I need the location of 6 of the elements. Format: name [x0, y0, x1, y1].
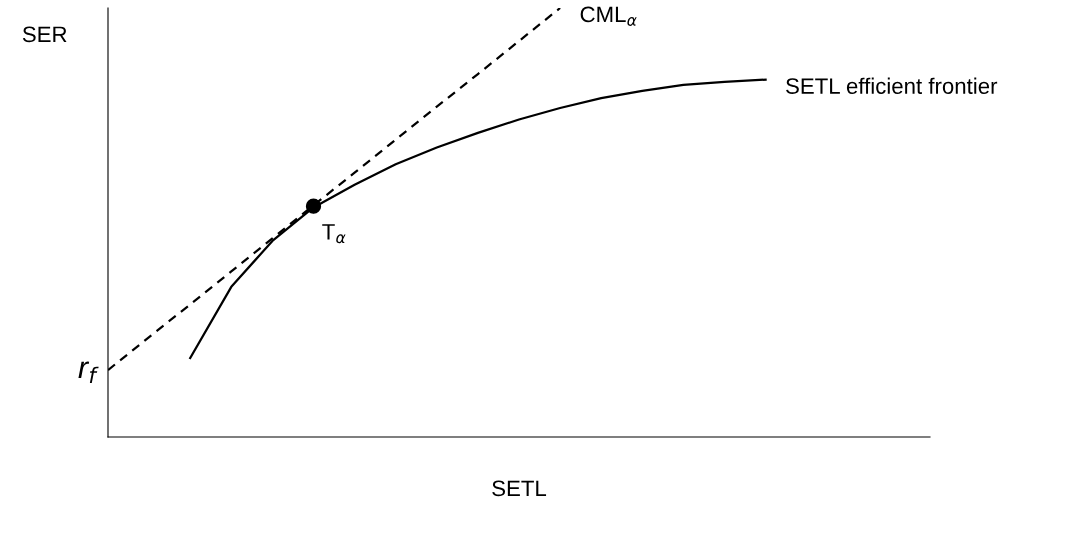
y-axis-title: SER — [22, 26, 67, 43]
annotation: r$_{f}$ — [78, 361, 99, 383]
series-label: T$_{α}$ — [322, 224, 346, 244]
series-label: SETL efficient frontier — [786, 77, 998, 94]
x-axis-title: SETL — [492, 480, 547, 497]
series-label: CML$_{α}$ — [580, 6, 637, 26]
